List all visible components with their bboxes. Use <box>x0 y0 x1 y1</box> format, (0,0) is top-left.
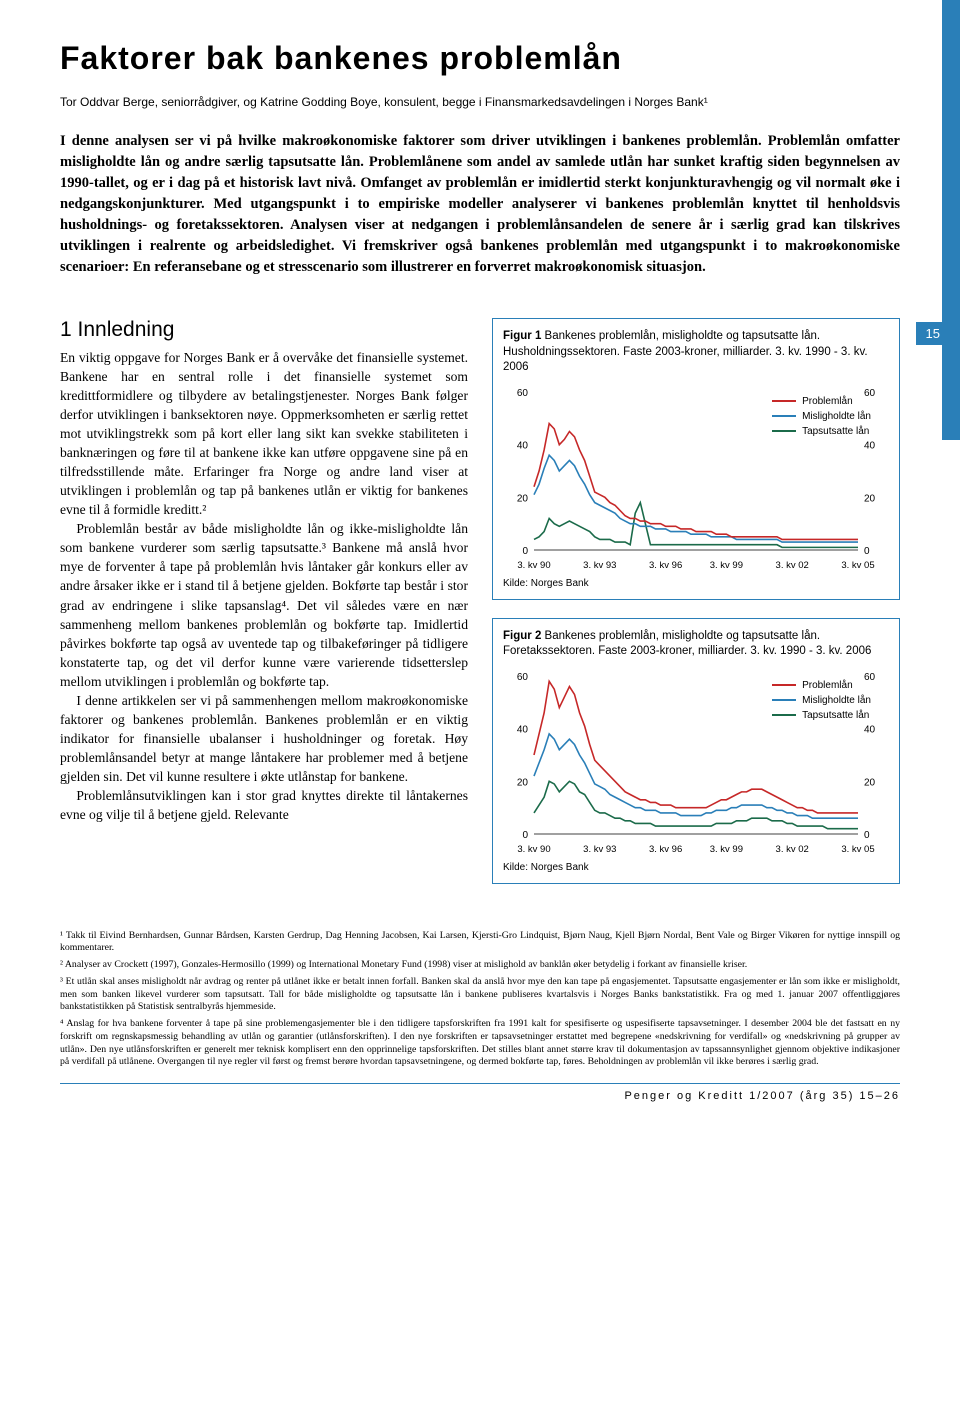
svg-text:3. kv 05: 3. kv 05 <box>841 844 874 855</box>
legend-item: Misligholdte lån <box>772 411 871 422</box>
svg-text:20: 20 <box>517 493 529 504</box>
article-title: Faktorer bak bankenes problemlån <box>60 40 900 77</box>
section-heading: 1 Innledning <box>60 318 468 342</box>
svg-text:60: 60 <box>517 388 529 399</box>
legend-label: Problemlån <box>802 680 853 691</box>
svg-text:3. kv 02: 3. kv 02 <box>776 844 809 855</box>
svg-text:3. kv 93: 3. kv 93 <box>583 844 616 855</box>
body-text: En viktig oppgave for Norges Bank er å o… <box>60 348 468 824</box>
legend-label: Tapsutsatte lån <box>802 426 869 437</box>
footer: Penger og Kreditt 1/2007 (årg 35) 15–26 <box>60 1083 900 1102</box>
paragraph: Problemlån består av både misligholdte l… <box>60 519 468 690</box>
figure-1-source: Kilde: Norges Bank <box>503 578 889 589</box>
svg-text:0: 0 <box>522 546 528 557</box>
paragraph: I denne artikkelen ser vi på sammenhenge… <box>60 691 468 786</box>
svg-text:3. kv 90: 3. kv 90 <box>517 844 550 855</box>
figure-2-title: Figur 2 Bankenes problemlån, misligholdt… <box>503 629 889 660</box>
footnote: ⁴ Anslag for hva bankene forventer å tap… <box>60 1018 900 1069</box>
figure-2-title-bold: Figur 2 <box>503 630 541 642</box>
footnote: ¹ Takk til Eivind Bernhardsen, Gunnar Bå… <box>60 930 900 955</box>
svg-text:3. kv 02: 3. kv 02 <box>776 560 809 571</box>
figure-2-title-rest: Bankenes problemlån, misligholdte og tap… <box>503 630 871 658</box>
figure-2-source: Kilde: Norges Bank <box>503 862 889 873</box>
footnote: ³ Et utlån skal anses misligholdt når av… <box>60 976 900 1014</box>
svg-text:3. kv 90: 3. kv 90 <box>517 560 550 571</box>
figure-1-legend: Problemlån Misligholdte lån Tapsutsatte lå… <box>772 396 871 441</box>
svg-text:20: 20 <box>864 777 876 788</box>
svg-text:3. kv 99: 3. kv 99 <box>710 844 743 855</box>
legend-line-swatch <box>772 415 796 417</box>
legend-item: Problemlån <box>772 396 871 407</box>
legend-line-swatch <box>772 714 796 716</box>
legend-item: Tapsutsatte lån <box>772 710 871 721</box>
legend-label: Misligholdte lån <box>802 411 871 422</box>
legend-line-swatch <box>772 699 796 701</box>
svg-text:3. kv 96: 3. kv 96 <box>649 844 682 855</box>
figure-1-box: Figur 1 Bankenes problemlån, misligholdt… <box>492 318 900 600</box>
svg-text:60: 60 <box>517 672 529 683</box>
footnote: ² Analyser av Crockett (1997), Gonzales-… <box>60 959 900 972</box>
figure-1-title: Figur 1 Bankenes problemlån, misligholdt… <box>503 329 889 376</box>
svg-text:20: 20 <box>864 493 876 504</box>
figure-2-box: Figur 2 Bankenes problemlån, misligholdt… <box>492 618 900 884</box>
paragraph: Problemlånsutviklingen kan i stor grad k… <box>60 786 468 824</box>
figure-1-title-bold: Figur 1 <box>503 330 541 342</box>
figure-1-title-rest: Bankenes problemlån, misligholdte og tap… <box>503 330 868 373</box>
page-number-badge: 15 <box>916 322 950 345</box>
svg-text:0: 0 <box>864 830 870 841</box>
legend-line-swatch <box>772 684 796 686</box>
legend-line-swatch <box>772 430 796 432</box>
svg-text:3. kv 99: 3. kv 99 <box>710 560 743 571</box>
svg-text:3. kv 05: 3. kv 05 <box>841 560 874 571</box>
figure-2-legend: Problemlån Misligholdte lån Tapsutsatte lå… <box>772 680 871 725</box>
legend-label: Problemlån <box>802 396 853 407</box>
svg-text:0: 0 <box>864 546 870 557</box>
legend-item: Tapsutsatte lån <box>772 426 871 437</box>
legend-item: Problemlån <box>772 680 871 691</box>
byline: Tor Oddvar Berge, seniorrådgiver, og Kat… <box>60 95 900 109</box>
paragraph: En viktig oppgave for Norges Bank er å o… <box>60 348 468 519</box>
svg-text:20: 20 <box>517 777 529 788</box>
footnotes: ¹ Takk til Eivind Bernhardsen, Gunnar Bå… <box>60 930 900 1069</box>
legend-label: Misligholdte lån <box>802 695 871 706</box>
svg-text:0: 0 <box>522 830 528 841</box>
side-accent-bar <box>942 0 960 440</box>
svg-text:3. kv 93: 3. kv 93 <box>583 560 616 571</box>
svg-text:40: 40 <box>517 440 529 451</box>
legend-item: Misligholdte lån <box>772 695 871 706</box>
svg-text:40: 40 <box>517 724 529 735</box>
legend-line-swatch <box>772 400 796 402</box>
svg-text:3. kv 96: 3. kv 96 <box>649 560 682 571</box>
legend-label: Tapsutsatte lån <box>802 710 869 721</box>
abstract: I denne analysen ser vi på hvilke makroø… <box>60 131 900 278</box>
svg-text:40: 40 <box>864 440 876 451</box>
svg-text:40: 40 <box>864 724 876 735</box>
